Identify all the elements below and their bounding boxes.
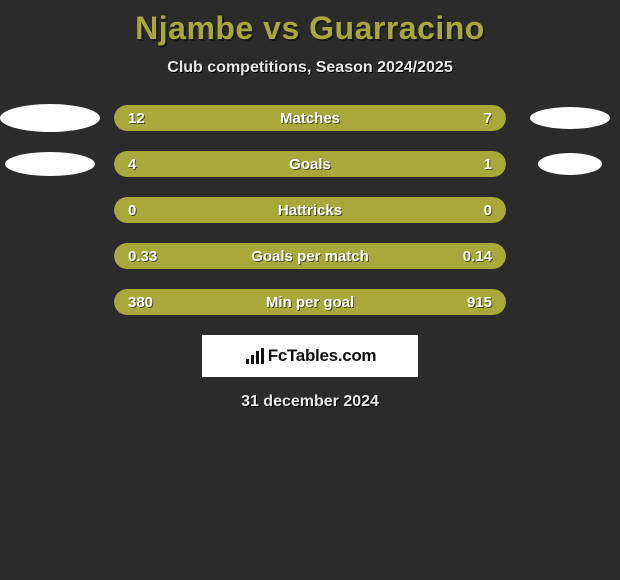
stat-row-min-per-goal: 380915Min per goal [0, 289, 620, 315]
stat-label: Goals per match [114, 243, 506, 269]
stat-bar-matches: 127Matches [114, 105, 506, 131]
stat-label: Matches [114, 105, 506, 131]
barchart-icon [244, 348, 264, 364]
stat-label: Hattricks [114, 197, 506, 223]
stat-label: Min per goal [114, 289, 506, 315]
player-left-blob [0, 289, 100, 315]
stat-bar-min-per-goal: 380915Min per goal [114, 289, 506, 315]
date: 31 december 2024 [0, 393, 620, 411]
player-left-blob [0, 197, 100, 223]
stat-label: Goals [114, 151, 506, 177]
player-left-blob [0, 105, 100, 131]
logo-box[interactable]: FcTables.com [202, 335, 418, 377]
stat-row-goals-per-match: 0.330.14Goals per match [0, 243, 620, 269]
subtitle: Club competitions, Season 2024/2025 [0, 59, 620, 77]
stat-row-goals: 41Goals [0, 151, 620, 177]
player-left-blob [0, 243, 100, 269]
stat-row-matches: 127Matches [0, 105, 620, 131]
stat-row-hattricks: 00Hattricks [0, 197, 620, 223]
player-right-blob [520, 243, 620, 269]
stat-bar-hattricks: 00Hattricks [114, 197, 506, 223]
player-left-blob [0, 151, 100, 177]
stats-rows: 127Matches 41Goals 00Hattricks 0.330.14Goal… [0, 105, 620, 315]
player-right-blob [520, 105, 620, 131]
player-right-blob [520, 289, 620, 315]
stat-bar-goals: 41Goals [114, 151, 506, 177]
stat-bar-goals-per-match: 0.330.14Goals per match [114, 243, 506, 269]
page-title: Njambe vs Guarracino [0, 0, 620, 47]
player-right-blob [520, 197, 620, 223]
logo-text: FcTables.com [268, 346, 377, 366]
player-right-blob [520, 151, 620, 177]
